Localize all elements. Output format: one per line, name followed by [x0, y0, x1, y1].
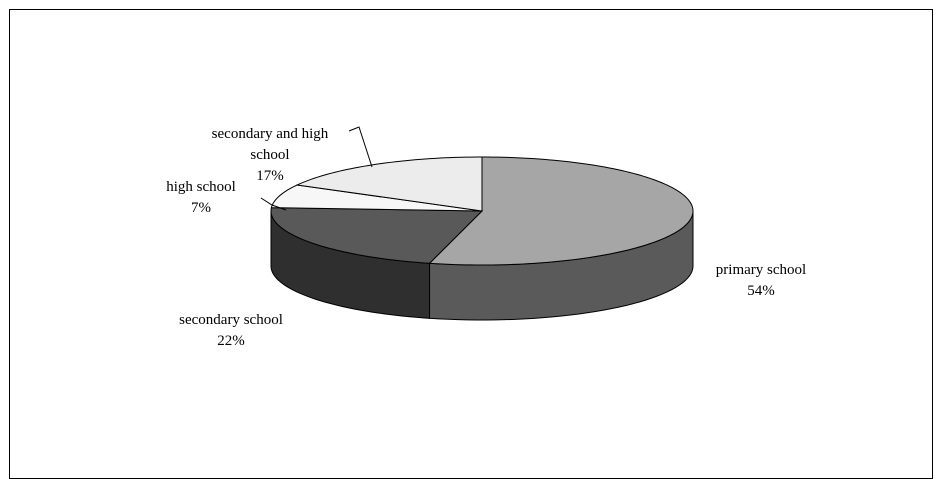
chart-frame: primary school 54% secondary school 22% high… — [9, 9, 933, 479]
data-label-primary-school: primary school 54% — [716, 262, 806, 299]
pie-tops — [270, 156, 694, 266]
data-label-high-school: high school 7% — [166, 179, 236, 216]
pie-slice-primary-school — [428, 156, 694, 266]
leader-line-high-school — [260, 197, 287, 211]
data-labels: primary school 54% secondary school 22% high… — [166, 126, 806, 349]
leader-lines — [260, 126, 373, 211]
data-label-secondary-and-high-school: secondary and high school 17% — [212, 126, 329, 184]
pie-chart: primary school 54% secondary school 22% high… — [166, 126, 806, 349]
data-label-secondary-school: secondary school 22% — [179, 312, 283, 349]
leader-line-secondary-and-high-school — [348, 126, 373, 168]
pie-slice-secondary-school — [270, 207, 484, 264]
pie-slice-high-school — [270, 184, 483, 212]
pie-slice-secondary-and-high-school — [295, 156, 483, 212]
